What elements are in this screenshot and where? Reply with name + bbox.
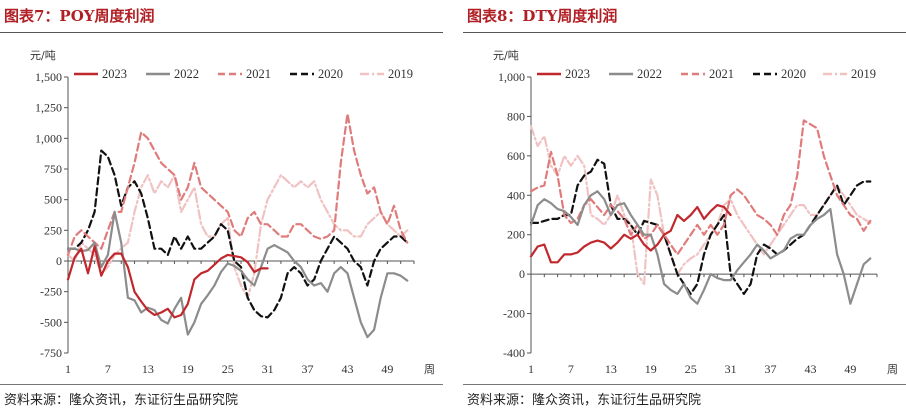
x-tick-label: 1: [528, 362, 534, 376]
x-tick-label: 31: [725, 362, 737, 376]
y-tick-label: 800: [507, 109, 525, 123]
series-line-2019: [66, 174, 409, 299]
series-line-2023: [529, 204, 732, 264]
legend-label-2022: 2022: [637, 67, 662, 81]
y-tick-label: 0: [56, 254, 62, 268]
legend-label-2021: 2021: [709, 67, 734, 81]
x-axis-unit: 周: [424, 363, 435, 376]
x-axis-unit: 周: [887, 363, 898, 376]
chart-title: 图表8：DTY周度利润: [467, 7, 618, 25]
y-tick-label: 1,250: [35, 101, 62, 115]
dty-profit-chart: 元/吨 -400 -200 0 200 400 600 800 1,000 1 7 13 19 25 31 3…: [493, 49, 898, 376]
y-tick-label: -500: [40, 315, 62, 329]
y-tick-label: 1,000: [35, 131, 62, 145]
y-tick-label: -200: [503, 307, 525, 321]
series-line-2020: [529, 158, 872, 295]
source-note: 资料来源：隆众资讯，东证衍生品研究院: [467, 393, 702, 408]
x-tick-label: 7: [105, 362, 111, 376]
x-tick-label: 13: [605, 362, 617, 376]
x-tick-label: 31: [262, 362, 274, 376]
series-line-2022: [529, 190, 872, 305]
legend-label-2020: 2020: [318, 67, 343, 81]
legend-label-2019: 2019: [851, 67, 876, 81]
x-tick-label: 19: [645, 362, 657, 376]
x-tick-label: 25: [222, 362, 234, 376]
y-tick-label: -400: [503, 346, 525, 360]
y-tick-label: -750: [40, 346, 62, 360]
poy-profit-panel: 图表7：POY周度利润 元/吨 -750 -500 -250 0 250 500 750 1,0…: [0, 0, 443, 417]
x-tick-label: 1: [65, 362, 71, 376]
x-tick-label: 49: [844, 362, 856, 376]
chart-title: 图表7：POY周度利润: [4, 7, 155, 25]
x-tick-label: 13: [142, 362, 154, 376]
x-tick-label: 49: [381, 362, 393, 376]
series-line-2019: [529, 125, 872, 286]
dty-profit-panel: 图表8：DTY周度利润 元/吨 -400 -200 0 200 400 600 800 1,00…: [463, 0, 906, 417]
source-note: 资料来源：隆众资讯，东证衍生品研究院: [4, 393, 239, 408]
series-line-2021: [66, 112, 409, 256]
title-divider: [0, 32, 443, 33]
source-divider: [463, 384, 906, 385]
y-tick-label: -250: [40, 285, 62, 299]
x-tick-label: 7: [568, 362, 574, 376]
y-tick-label: 400: [507, 188, 525, 202]
x-tick-label: 25: [685, 362, 697, 376]
y-tick-label: 250: [44, 223, 62, 237]
legend-label-2019: 2019: [388, 67, 413, 81]
series-line-2021: [529, 119, 872, 256]
y-tick-label: 0: [519, 267, 525, 281]
x-tick-label: 37: [302, 362, 314, 376]
legend-label-2023: 2023: [565, 67, 590, 81]
legend-label-2020: 2020: [781, 67, 806, 81]
x-tick-label: 43: [804, 362, 816, 376]
y-tick-label: 1,500: [35, 70, 62, 84]
poy-profit-chart: 元/吨 -750 -500 -250 0 250 500 750 1,000 1,250 1,500…: [30, 49, 435, 376]
y-tick-label: 1,000: [498, 70, 525, 84]
series-line-2023: [66, 245, 269, 319]
y-tick-label: 750: [44, 162, 62, 176]
y-tick-label: 500: [44, 193, 62, 207]
y-tick-label: 600: [507, 149, 525, 163]
series-line-2022: [66, 210, 409, 339]
y-tick-label: 200: [507, 228, 525, 242]
legend-label-2021: 2021: [246, 67, 271, 81]
legend-label-2022: 2022: [174, 67, 199, 81]
source-divider: [0, 384, 443, 385]
x-tick-label: 37: [765, 362, 777, 376]
y-axis-unit: 元/吨: [493, 49, 519, 62]
x-tick-label: 43: [341, 362, 353, 376]
y-axis-unit: 元/吨: [30, 49, 56, 62]
title-divider: [463, 32, 906, 33]
legend-label-2023: 2023: [102, 67, 127, 81]
x-tick-label: 19: [182, 362, 194, 376]
